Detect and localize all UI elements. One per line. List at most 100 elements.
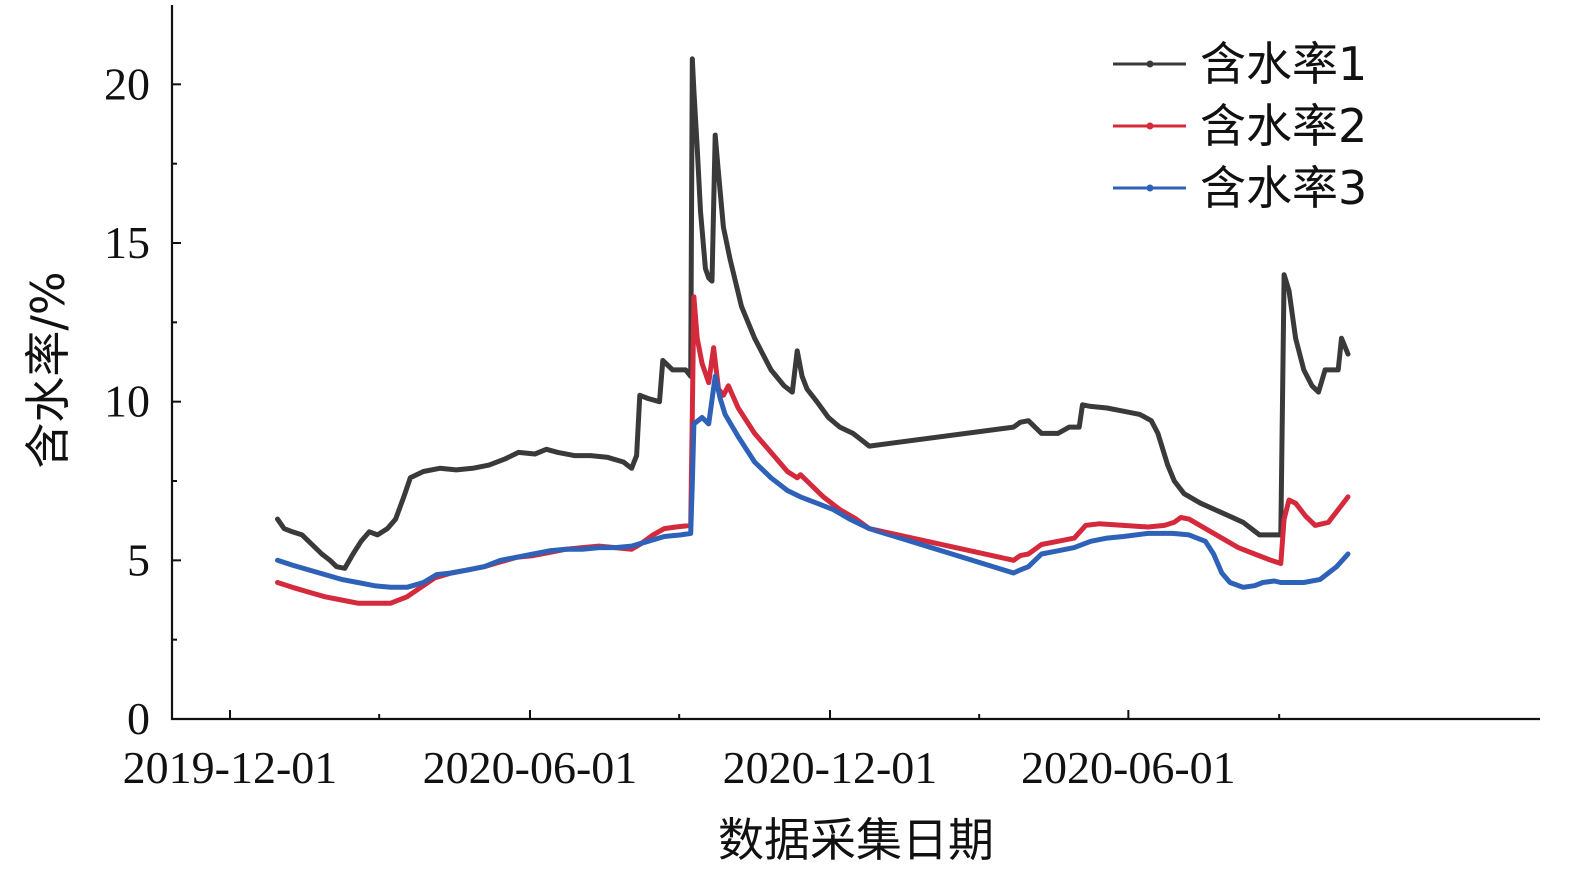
data-point: [322, 572, 328, 577]
data-point: [1301, 367, 1307, 373]
data-point: [1260, 532, 1266, 538]
legend-marker: [1146, 60, 1154, 68]
data-point: [1257, 532, 1262, 538]
data-point: [1018, 420, 1023, 425]
data-point: [691, 88, 697, 93]
data-point: [1011, 424, 1016, 430]
data-point: [306, 589, 311, 595]
data-point: [1096, 521, 1102, 526]
data-point: [1186, 532, 1192, 538]
data-point: [1026, 564, 1031, 569]
series-1: [275, 56, 1351, 571]
data-point: [319, 551, 324, 557]
data-point: [703, 266, 708, 271]
data-point: [799, 374, 805, 379]
data-point: [709, 278, 715, 284]
data-point: [1083, 523, 1088, 528]
data-point: [858, 437, 864, 442]
data-point: [355, 580, 361, 585]
y-tick-label: 0: [127, 693, 150, 744]
data-point: [1252, 583, 1257, 588]
data-point: [486, 462, 492, 468]
data-point: [662, 526, 667, 531]
data-point: [721, 224, 726, 230]
y-tick-label: 15: [104, 217, 150, 268]
series-layer: [275, 56, 1351, 606]
data-point: [401, 494, 406, 500]
data-point: [1172, 520, 1177, 525]
data-point: [752, 431, 757, 436]
data-point: [1240, 585, 1246, 590]
series-2: [275, 294, 1351, 606]
data-point: [713, 132, 718, 138]
data-point: [498, 558, 503, 563]
data-point: [421, 469, 426, 474]
data-point: [367, 529, 372, 534]
data-point: [850, 431, 856, 436]
data-point: [752, 459, 757, 465]
data-point: [1336, 367, 1341, 373]
data-point: [350, 551, 356, 557]
data-point: [1162, 523, 1167, 528]
data-point: [1088, 404, 1093, 409]
data-point: [1055, 548, 1061, 553]
data-point: [547, 548, 552, 553]
y-axis-title: 含水率/%: [21, 271, 75, 468]
series-line: [275, 56, 1351, 571]
data-point: [1077, 424, 1082, 430]
data-point: [1203, 539, 1208, 544]
data-point: [613, 545, 618, 550]
data-point: [437, 466, 442, 471]
data-point: [1318, 577, 1323, 582]
data-point: [706, 380, 711, 385]
data-point: [604, 455, 610, 460]
data-point: [739, 304, 744, 309]
data-point: [1345, 494, 1351, 500]
data-point: [580, 547, 585, 552]
data-point: [416, 586, 421, 592]
data-point: [1278, 580, 1284, 585]
legend-label: 含水率3: [1200, 161, 1367, 215]
data-point: [1055, 539, 1061, 544]
data-point: [275, 516, 280, 522]
data-point: [1236, 545, 1241, 550]
data-point: [837, 424, 842, 430]
data-point: [678, 532, 683, 538]
data-point: [698, 209, 703, 214]
data-point: [690, 56, 695, 62]
data-point: [1293, 501, 1298, 506]
series-gap-connector: [869, 528, 1014, 561]
data-point: [1286, 288, 1292, 293]
data-point: [388, 601, 393, 606]
data-point: [1145, 531, 1151, 536]
data-point: [1104, 405, 1110, 411]
data-point: [721, 393, 726, 398]
data-point: [290, 585, 295, 590]
data-point: [804, 386, 810, 392]
data-point: [1293, 336, 1298, 341]
series-line: [275, 373, 1351, 590]
data-point: [1301, 580, 1307, 585]
data-point: [1137, 412, 1143, 417]
data-point: [514, 555, 520, 560]
data-point: [544, 447, 549, 452]
data-point: [690, 412, 695, 417]
data-point: [555, 450, 561, 455]
data-point: [1181, 491, 1187, 496]
data-point: [572, 453, 577, 458]
data-point: [1080, 402, 1085, 407]
data-point: [1145, 524, 1151, 530]
data-point: [290, 562, 295, 568]
data-point: [327, 558, 333, 563]
data-point: [673, 524, 679, 530]
data-point: [385, 526, 390, 531]
data-point: [465, 567, 470, 573]
data-point: [275, 558, 280, 563]
x-tick-label: 2020-06-01: [1021, 742, 1236, 793]
data-point: [768, 450, 774, 455]
data-point: [795, 475, 800, 480]
data-point: [814, 501, 820, 506]
data-point: [752, 336, 757, 341]
data-point: [1272, 532, 1277, 538]
data-point: [1313, 523, 1318, 528]
